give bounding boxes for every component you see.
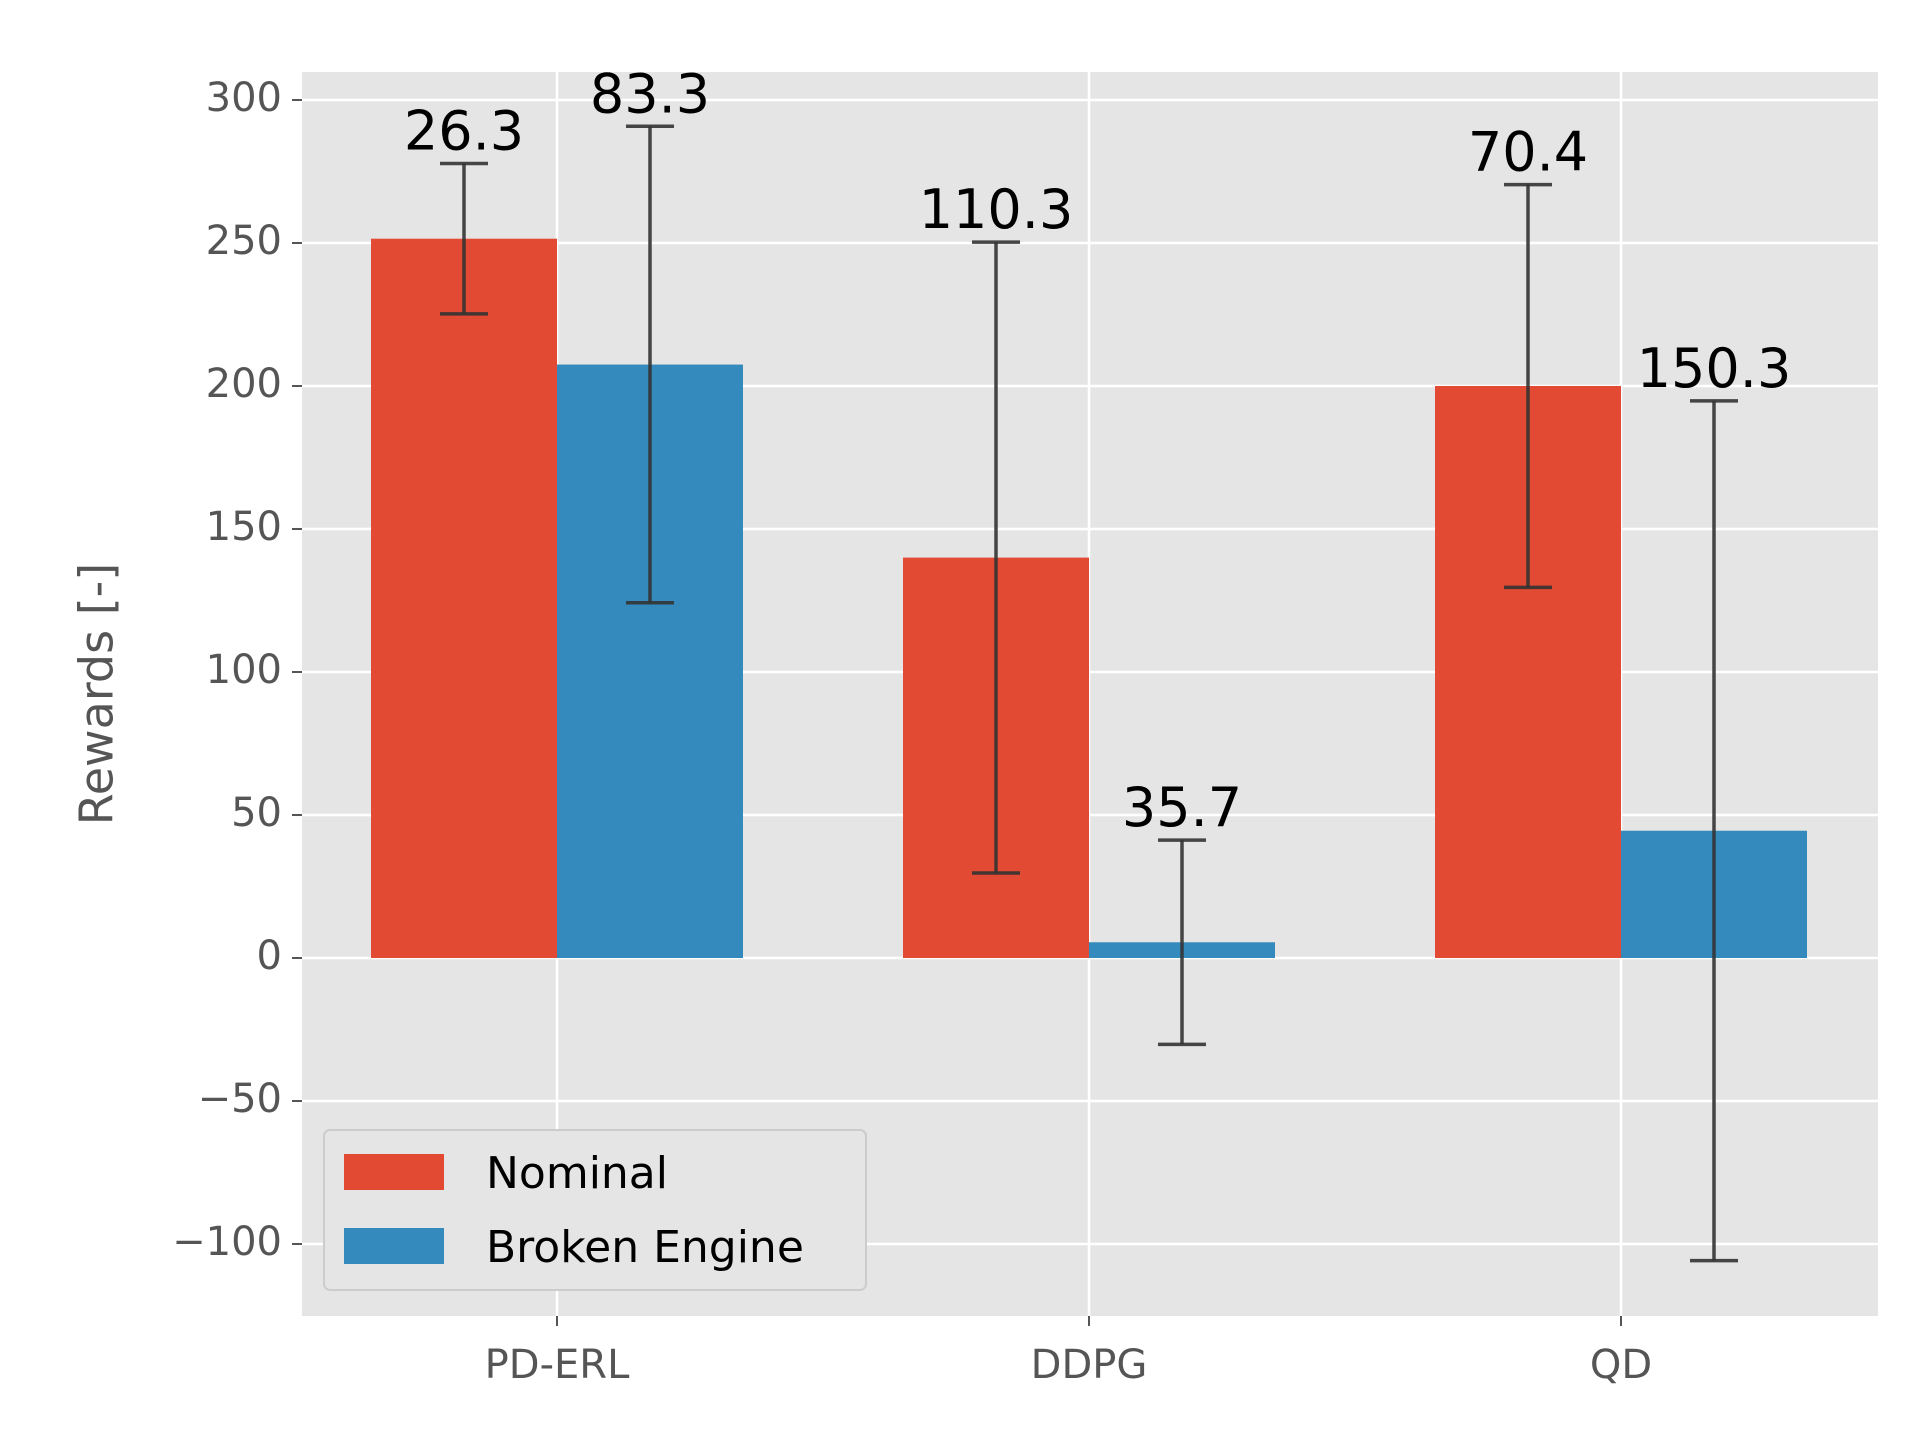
y-tick-label: −100 <box>172 1219 282 1265</box>
x-axis-ticks: PD-ERL DDPG QD <box>485 1316 1652 1388</box>
y-tick-label: 0 <box>257 933 282 979</box>
legend-label-nominal: Nominal <box>486 1148 668 1199</box>
error-bars <box>440 124 1738 1263</box>
x-tick-label: DDPG <box>1031 1342 1148 1388</box>
y-tick-label: −50 <box>198 1076 282 1122</box>
y-tick-label: 50 <box>231 790 282 836</box>
x-tick-label: PD-ERL <box>485 1342 630 1388</box>
y-tick-label: 250 <box>206 218 282 264</box>
data-label: 35.7 <box>1122 776 1242 839</box>
y-tick-label: 150 <box>206 504 282 550</box>
legend-box <box>323 1129 867 1291</box>
bar-nominal <box>371 238 557 958</box>
y-tick-label: 100 <box>206 647 282 693</box>
data-label: 26.3 <box>404 99 524 162</box>
data-label: 70.4 <box>1468 121 1588 184</box>
data-labels: 26.3 110.3 70.4 83.3 35.7 150.3 <box>404 62 1791 839</box>
bars <box>371 238 1807 958</box>
x-tick-label: QD <box>1590 1342 1652 1388</box>
y-tick-label: 200 <box>206 361 282 407</box>
legend-swatch-broken-engine <box>344 1228 444 1264</box>
data-label: 110.3 <box>919 178 1074 241</box>
data-label: 150.3 <box>1637 337 1792 400</box>
data-label: 83.3 <box>590 62 710 125</box>
legend: Nominal Broken Engine <box>323 1129 867 1291</box>
y-axis-ticks: 300 250 200 150 100 50 0 −50 −100 <box>172 75 302 1265</box>
legend-swatch-nominal <box>344 1154 444 1190</box>
y-tick-label: 300 <box>206 75 282 121</box>
y-axis-label: Rewards [-] <box>70 563 124 825</box>
legend-label-broken-engine: Broken Engine <box>486 1222 804 1273</box>
